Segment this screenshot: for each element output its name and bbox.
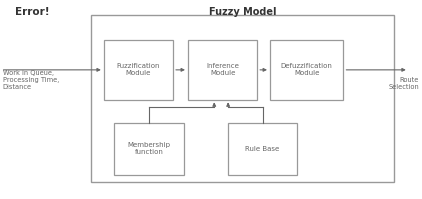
- Text: Fuzzy Model: Fuzzy Model: [209, 7, 276, 17]
- Text: Inference
Module: Inference Module: [206, 63, 239, 76]
- Text: Rule Base: Rule Base: [246, 146, 280, 152]
- Text: Route
Selection: Route Selection: [389, 77, 419, 90]
- Text: Fuzzification
Module: Fuzzification Module: [117, 63, 160, 76]
- Bar: [104, 40, 173, 100]
- Bar: [270, 40, 344, 100]
- Bar: [228, 123, 297, 175]
- Bar: [91, 15, 394, 182]
- Text: Error!: Error!: [16, 7, 50, 17]
- Bar: [188, 40, 257, 100]
- Text: Membership
function: Membership function: [127, 142, 170, 155]
- Text: Work in Queue,
Processing Time,
Distance: Work in Queue, Processing Time, Distance: [3, 70, 59, 90]
- Text: Defuzzification
Module: Defuzzification Module: [281, 63, 333, 76]
- Bar: [114, 123, 184, 175]
